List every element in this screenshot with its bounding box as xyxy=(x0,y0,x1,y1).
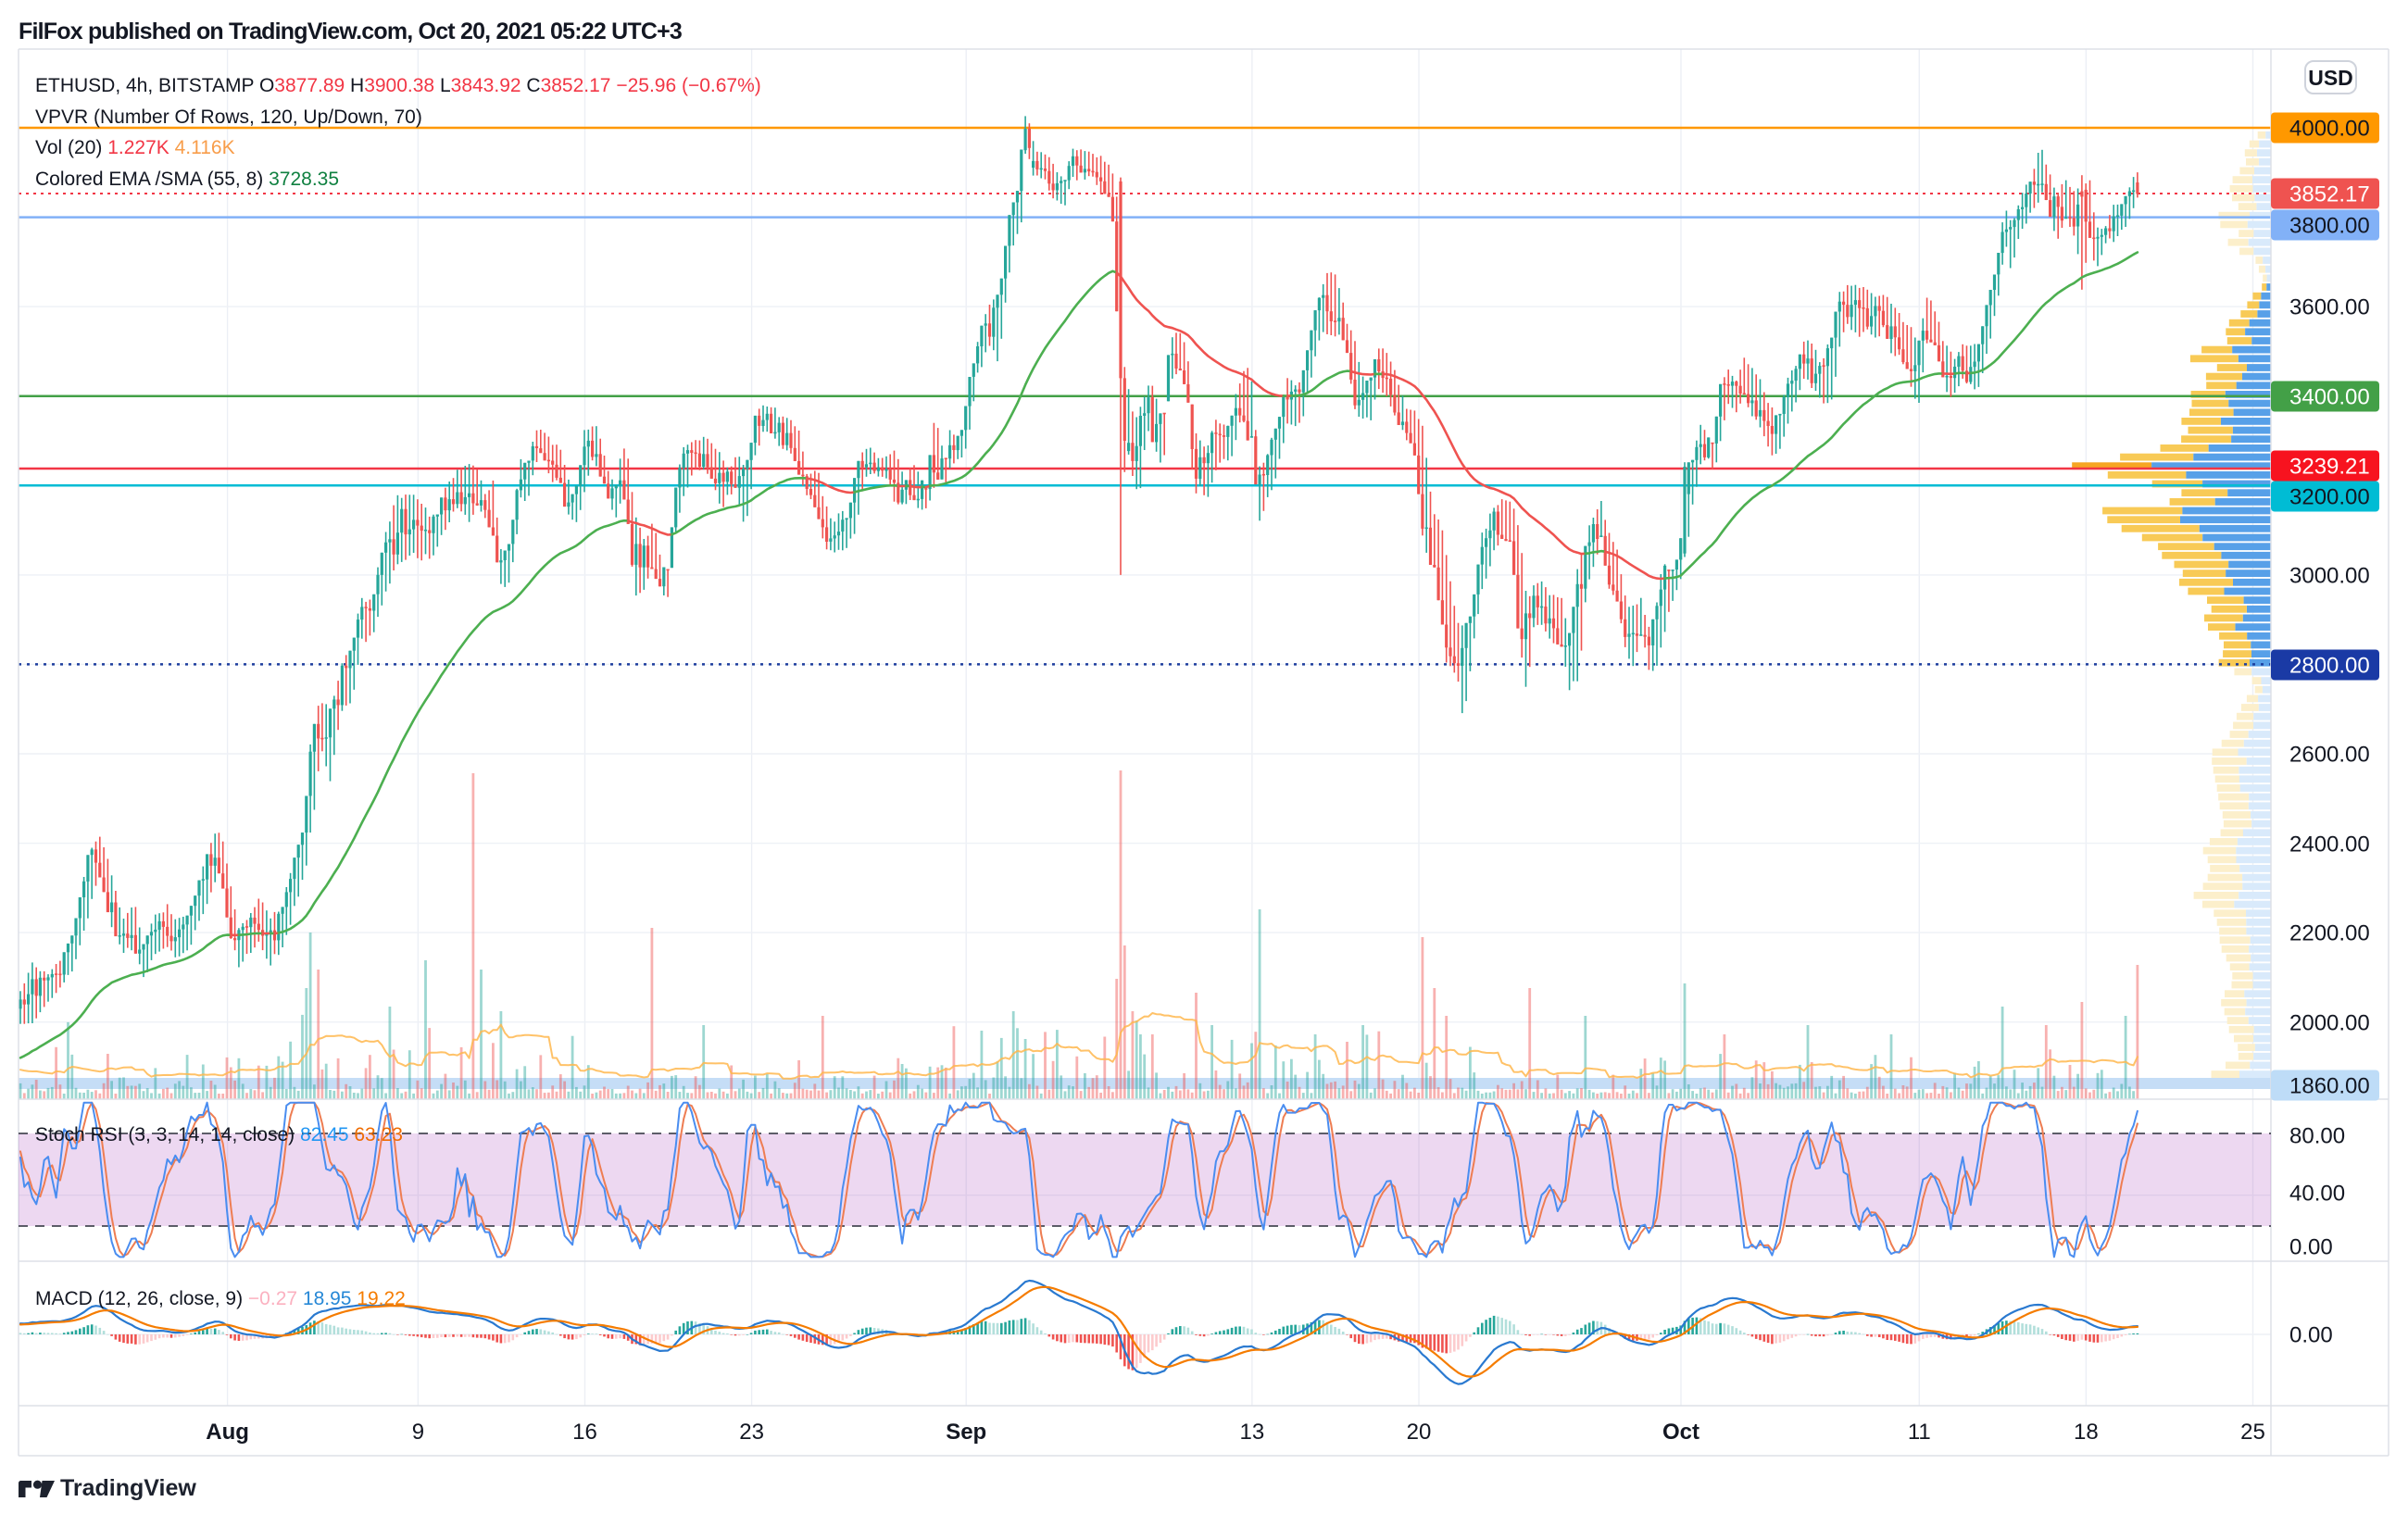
svg-text:ETHUSD, 4h, BITSTAMP O3877.89: ETHUSD, 4h, BITSTAMP O3877.89 H3900.38 L… xyxy=(35,75,761,96)
svg-text:80.00: 80.00 xyxy=(2289,1124,2345,1149)
svg-text:USD: USD xyxy=(2308,66,2353,90)
svg-text:16: 16 xyxy=(572,1420,597,1445)
svg-text:Colored EMA /SMA (55, 8) 3728: Colored EMA /SMA (55, 8) 3728.35 xyxy=(35,169,339,190)
svg-text:Aug: Aug xyxy=(206,1420,249,1445)
svg-text:2000.00: 2000.00 xyxy=(2289,1011,2370,1036)
svg-text:3200.00: 3200.00 xyxy=(2289,485,2370,510)
svg-text:2800.00: 2800.00 xyxy=(2289,654,2370,679)
svg-text:0.00: 0.00 xyxy=(2289,1323,2333,1348)
svg-text:3239.21: 3239.21 xyxy=(2289,455,2370,480)
svg-text:20: 20 xyxy=(1407,1420,1432,1445)
svg-text:13: 13 xyxy=(1240,1420,1265,1445)
svg-text:2200.00: 2200.00 xyxy=(2289,921,2370,946)
svg-text:3800.00: 3800.00 xyxy=(2289,214,2370,239)
svg-text:40.00: 40.00 xyxy=(2289,1182,2345,1207)
svg-text:1860.00: 1860.00 xyxy=(2289,1074,2370,1099)
svg-text:MACD (12, 26, close, 9) −0.27: MACD (12, 26, close, 9) −0.27 18.95 19.2… xyxy=(35,1288,406,1309)
svg-text:Oct: Oct xyxy=(1662,1420,1699,1445)
svg-text:9: 9 xyxy=(412,1420,424,1445)
svg-text:11: 11 xyxy=(1908,1420,1931,1445)
svg-text:2400.00: 2400.00 xyxy=(2289,832,2370,857)
svg-text:3852.17: 3852.17 xyxy=(2289,182,2370,207)
svg-text:VPVR (Number Of Rows, 120, Up/: VPVR (Number Of Rows, 120, Up/Down, 70) xyxy=(35,106,422,128)
svg-text:2600.00: 2600.00 xyxy=(2289,743,2370,768)
svg-text:Vol (20) 1.227K 4.116K: Vol (20) 1.227K 4.116K xyxy=(35,137,235,158)
svg-text:3400.00: 3400.00 xyxy=(2289,385,2370,410)
svg-text:0.00: 0.00 xyxy=(2289,1235,2333,1260)
svg-text:3600.00: 3600.00 xyxy=(2289,295,2370,320)
svg-text:Stoch RSI (3, 3, 14, 14, close: Stoch RSI (3, 3, 14, 14, close) 82.45 63… xyxy=(35,1124,403,1145)
svg-text:23: 23 xyxy=(739,1420,764,1445)
svg-text:18: 18 xyxy=(2074,1420,2099,1445)
svg-text:FilFox published on TradingVie: FilFox published on TradingView.com, Oct… xyxy=(19,19,682,44)
svg-text:TradingView: TradingView xyxy=(60,1475,196,1501)
svg-text:Sep: Sep xyxy=(946,1420,986,1445)
svg-text:3000.00: 3000.00 xyxy=(2289,564,2370,589)
svg-text:4000.00: 4000.00 xyxy=(2289,117,2370,142)
svg-text:25: 25 xyxy=(2240,1420,2265,1445)
